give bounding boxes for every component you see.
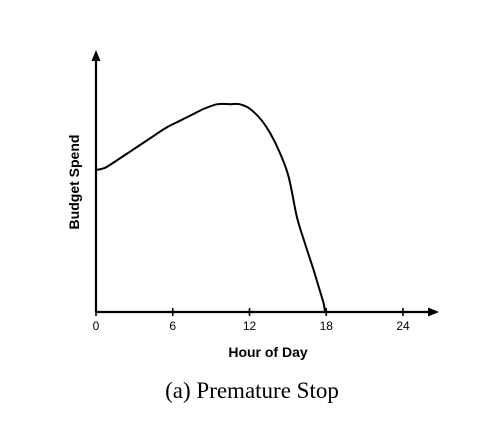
- x-tick-label: 12: [243, 319, 257, 333]
- y-axis-title: Budget Spend: [66, 135, 82, 230]
- x-tick-label: 24: [396, 319, 410, 333]
- y-axis-arrow: [91, 50, 101, 61]
- budget-spend-line: [95, 102, 326, 313]
- x-axis-title: Hour of Day: [228, 344, 308, 360]
- x-ticks: 0 6 12 18 24: [93, 308, 410, 333]
- chart-caption: (a) Premature Stop: [165, 378, 339, 403]
- series-group: [95, 102, 326, 313]
- x-tick-label: 6: [169, 319, 176, 333]
- x-axis-arrow: [428, 307, 439, 317]
- x-tick-label: 18: [320, 319, 334, 333]
- x-tick-label: 0: [93, 319, 100, 333]
- axes: [91, 50, 439, 317]
